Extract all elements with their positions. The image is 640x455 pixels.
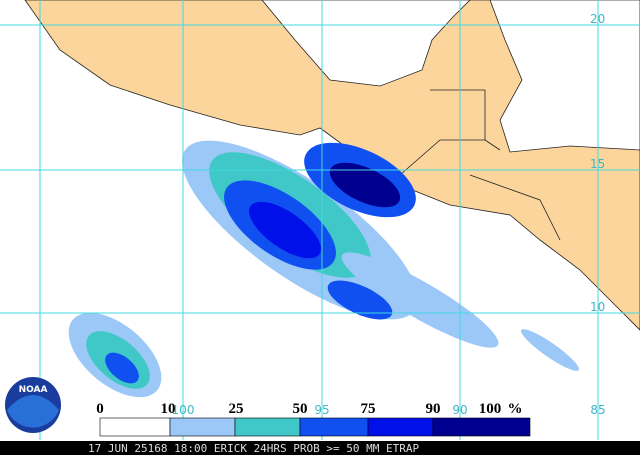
lon-label: 85 [590,403,605,417]
graticule-labels: 20 15 10 100 95 90 85 [172,12,606,417]
legend-swatch [234,417,301,437]
borders [399,89,561,241]
footer: 17 JUN 25168 18:00 ERICK 24HRS PROB >= 5… [88,442,420,455]
lon-label: 100 [172,403,195,417]
graticule [0,0,640,440]
footer-bar [0,441,640,455]
legend-label: 10 [161,401,176,417]
legend-unit: % [508,401,523,417]
legend-swatch [432,417,531,437]
legend-swatch [367,417,434,437]
legend: 0 10 25 50 75 90 100% [96,401,531,437]
legend-swatch [299,417,369,437]
legend-label: 100 [479,401,502,417]
legend-swatch [99,417,171,437]
lon-label: 95 [314,403,329,417]
lat-label: 20 [590,12,605,26]
noaa-logo: NOAA [5,377,61,433]
legend-label: 25 [229,401,244,417]
legend-label: 90 [426,401,441,417]
legend-swatch [169,417,236,437]
water-bodies [261,0,640,153]
lat-label: 10 [590,300,605,314]
legend-label: 50 [293,401,308,417]
legend-label: 0 [96,401,104,417]
lat-label: 15 [590,157,605,171]
logo-text: NOAA [19,385,48,395]
legend-label: 75 [361,401,376,417]
lon-label: 90 [452,403,467,417]
precip-probability [68,140,579,398]
